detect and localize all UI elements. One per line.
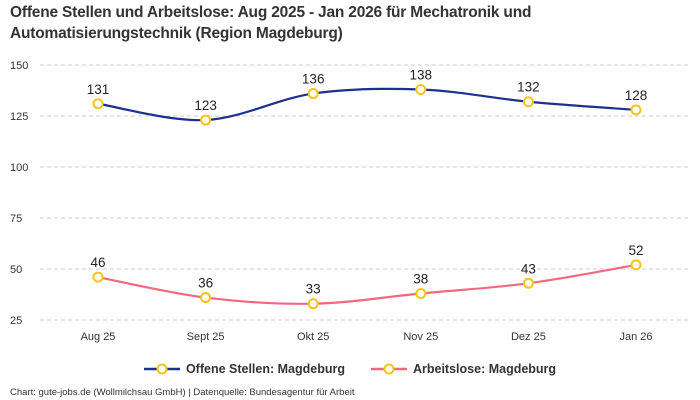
x-tick-label: Aug 25	[81, 331, 116, 343]
x-tick-label: Sept 25	[187, 331, 225, 343]
data-label: 138	[410, 67, 433, 82]
data-point	[415, 83, 427, 95]
legend-label: Arbeitslose: Magdeburg	[412, 362, 557, 376]
data-point	[200, 292, 212, 304]
y-tick-label: 75	[10, 213, 22, 225]
y-tick-label: 150	[10, 60, 28, 72]
data-label: 33	[306, 282, 321, 297]
data-label: 131	[87, 82, 110, 97]
series-line-offene-stellen	[97, 87, 637, 122]
legend-item-offene-stellen[interactable]: Offene Stellen: Magdeburg	[143, 362, 345, 376]
x-tick-label: Okt 25	[297, 331, 329, 343]
data-label: 38	[413, 271, 428, 286]
data-label: 128	[625, 88, 648, 103]
data-point	[522, 277, 534, 289]
data-point	[630, 104, 642, 116]
legend-label: Offene Stellen: Magdeburg	[185, 362, 345, 376]
data-point	[415, 287, 427, 299]
data-label: 136	[302, 72, 325, 87]
source-footer: Chart: gute-jobs.de (Wollmilchsau GmbH) …	[10, 387, 355, 398]
series-line-arbeitslose	[97, 263, 637, 305]
legend-marker-icon	[143, 363, 180, 375]
legend: Offene Stellen: Magdeburg Arbeitslose: M…	[0, 362, 700, 376]
data-point	[307, 88, 319, 100]
data-label: 123	[194, 98, 217, 113]
data-label: 36	[198, 276, 213, 291]
y-tick-label: 50	[10, 264, 22, 276]
data-point	[200, 114, 212, 126]
data-point	[522, 96, 534, 108]
legend-item-arbeitslose[interactable]: Arbeitslose: Magdeburg	[370, 362, 557, 376]
data-label: 132	[517, 80, 540, 95]
x-tick-label: Dez 25	[511, 331, 546, 343]
data-label: 43	[521, 261, 536, 276]
data-point	[630, 259, 642, 271]
data-point	[92, 98, 104, 110]
y-tick-label: 100	[10, 162, 28, 174]
y-tick-label: 25	[10, 315, 22, 327]
chart-title: Offene Stellen und Arbeitslose: Aug 2025…	[10, 4, 532, 42]
x-tick-label: Jan 26	[619, 331, 652, 343]
data-label: 46	[90, 255, 105, 270]
x-tick-label: Nov 25	[403, 331, 438, 343]
legend-marker-icon	[370, 363, 407, 375]
y-tick-label: 125	[10, 111, 28, 123]
data-point	[92, 271, 104, 283]
data-point	[307, 298, 319, 310]
data-label: 52	[628, 243, 643, 258]
